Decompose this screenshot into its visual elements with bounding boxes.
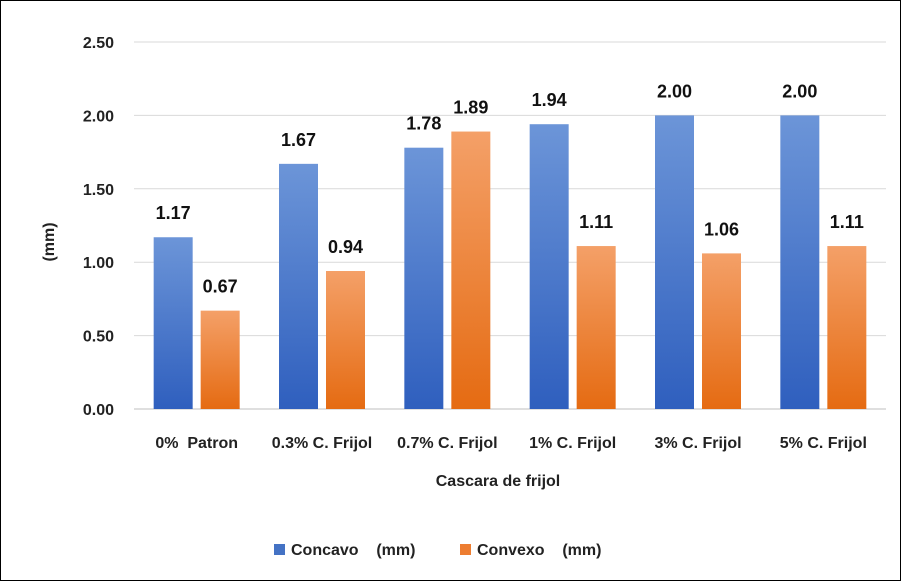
bar-concavo bbox=[153, 237, 193, 409]
data-label-concavo: 1.67 bbox=[281, 130, 316, 150]
bar-convexo bbox=[451, 131, 491, 409]
gridlines bbox=[134, 41, 886, 410]
legend-swatch-concavo bbox=[274, 544, 285, 555]
bar-concavo bbox=[404, 147, 444, 410]
data-label-convexo: 0.67 bbox=[203, 277, 238, 297]
y-tick-label: 2.50 bbox=[83, 35, 114, 52]
x-tick-label: 1% C. Frijol bbox=[529, 435, 616, 452]
data-labels: 1.17 0.67 1.67 0.94 1.78 1.89 1.94 1.11 2.00 1.06… bbox=[156, 81, 864, 296]
data-label-concavo: 1.94 bbox=[532, 90, 567, 110]
x-axis-ticks: 0% Patron 0.3% C. Frijol 0.7% C. Frijol 1% … bbox=[155, 435, 867, 452]
y-axis-ticks: 0.00 0.50 1.00 1.50 2.00 2.50 bbox=[83, 35, 114, 419]
bar-concavo bbox=[529, 124, 569, 409]
x-tick-label: 0.3% C. Frijol bbox=[272, 435, 372, 452]
y-tick-label: 0.50 bbox=[83, 329, 114, 346]
legend-swatch-convexo bbox=[460, 544, 471, 555]
data-label-convexo: 1.11 bbox=[579, 212, 613, 232]
bar-convexo bbox=[576, 246, 616, 409]
data-label-concavo: 2.00 bbox=[657, 81, 692, 101]
bar-concavo bbox=[279, 163, 318, 409]
bar-concavo bbox=[655, 115, 694, 410]
x-tick-label: 5% C. Frijol bbox=[780, 435, 867, 452]
data-label-convexo: 1.06 bbox=[704, 219, 739, 239]
y-tick-label: 1.50 bbox=[83, 182, 114, 199]
x-axis-title: Cascara de frijol bbox=[436, 473, 561, 490]
data-label-concavo: 2.00 bbox=[782, 81, 817, 101]
bar-convexo bbox=[827, 246, 867, 409]
data-label-convexo: 0.94 bbox=[328, 237, 363, 257]
data-label-concavo: 1.17 bbox=[156, 203, 191, 223]
bar-concavo bbox=[780, 115, 820, 410]
bar-convexo bbox=[702, 253, 741, 409]
bar-convexo bbox=[200, 310, 240, 409]
data-label-concavo: 1.78 bbox=[406, 114, 441, 134]
legend-label-convexo: Convexo (mm) bbox=[477, 542, 601, 559]
data-label-convexo: 1.11 bbox=[830, 212, 864, 232]
legend-label-concavo: Concavo (mm) bbox=[291, 542, 415, 559]
bars bbox=[153, 115, 867, 410]
data-label-convexo: 1.89 bbox=[453, 98, 488, 118]
y-axis-title: (mm) bbox=[41, 222, 58, 261]
legend: Concavo (mm) Convexo (mm) bbox=[274, 542, 601, 559]
x-tick-label: 0.7% C. Frijol bbox=[397, 435, 497, 452]
x-tick-label: 3% C. Frijol bbox=[654, 435, 741, 452]
x-tick-label: 0% Patron bbox=[155, 435, 238, 452]
y-tick-label: 1.00 bbox=[83, 255, 114, 272]
bar-convexo bbox=[326, 271, 365, 409]
y-tick-label: 2.00 bbox=[83, 108, 114, 125]
y-tick-label: 0.00 bbox=[83, 402, 114, 419]
